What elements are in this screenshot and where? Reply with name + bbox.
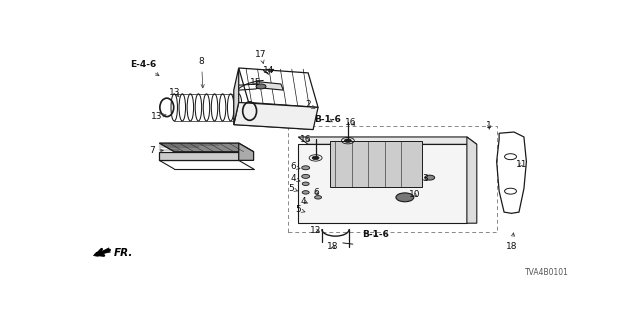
Circle shape <box>504 154 516 160</box>
Text: B-1-6: B-1-6 <box>362 230 388 239</box>
Circle shape <box>312 156 319 160</box>
Circle shape <box>315 196 321 199</box>
Polygon shape <box>467 137 477 223</box>
Text: 13: 13 <box>151 111 166 121</box>
Text: 1: 1 <box>486 121 492 130</box>
Polygon shape <box>159 152 239 160</box>
Bar <box>288 126 497 232</box>
Text: 2: 2 <box>305 100 315 109</box>
Text: 18: 18 <box>506 233 517 251</box>
Text: 3: 3 <box>422 174 428 183</box>
Text: 8: 8 <box>198 57 204 88</box>
Text: B-1-6: B-1-6 <box>315 115 341 124</box>
Polygon shape <box>239 143 253 160</box>
Text: 15: 15 <box>250 78 262 87</box>
Text: 10: 10 <box>409 190 420 199</box>
Text: 7: 7 <box>149 146 163 155</box>
Text: 6: 6 <box>313 188 319 197</box>
Text: 5: 5 <box>296 205 305 214</box>
Text: 4: 4 <box>291 174 300 183</box>
Circle shape <box>256 84 266 89</box>
Polygon shape <box>234 68 239 124</box>
Text: TVA4B0101: TVA4B0101 <box>525 268 568 277</box>
Text: 13: 13 <box>168 88 180 97</box>
Circle shape <box>301 166 310 170</box>
Text: 18: 18 <box>327 242 339 251</box>
Circle shape <box>425 175 435 180</box>
Polygon shape <box>256 82 284 90</box>
Text: 5: 5 <box>288 184 298 193</box>
Text: 16: 16 <box>300 135 312 144</box>
Text: 11: 11 <box>516 160 527 169</box>
Text: 14: 14 <box>263 66 274 75</box>
Polygon shape <box>234 102 318 130</box>
Circle shape <box>504 188 516 194</box>
Text: 17: 17 <box>255 50 267 63</box>
Polygon shape <box>159 143 253 152</box>
Text: 16: 16 <box>344 118 356 127</box>
Circle shape <box>396 193 414 202</box>
Circle shape <box>344 139 351 142</box>
Text: FR.: FR. <box>114 248 133 258</box>
Bar <box>330 141 422 188</box>
Circle shape <box>302 191 309 194</box>
Circle shape <box>302 182 309 186</box>
Circle shape <box>301 174 310 178</box>
Text: E-4-6: E-4-6 <box>131 60 159 76</box>
Text: 12: 12 <box>310 226 321 235</box>
Text: 4: 4 <box>300 196 307 205</box>
Polygon shape <box>298 144 467 223</box>
Polygon shape <box>298 137 477 144</box>
Text: 6: 6 <box>291 162 300 171</box>
